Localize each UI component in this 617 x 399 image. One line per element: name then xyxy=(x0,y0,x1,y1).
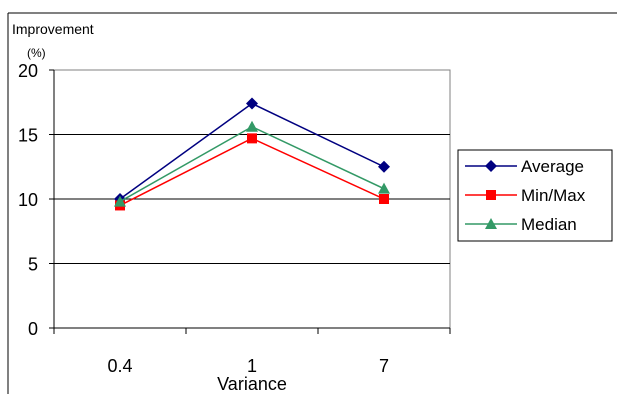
series-median xyxy=(114,120,390,207)
legend: Average Min/Max Median xyxy=(457,149,613,242)
y-axis-unit: (%) xyxy=(27,46,46,60)
legend-label: Median xyxy=(521,215,577,234)
data-point xyxy=(114,195,126,207)
data-point xyxy=(247,133,257,144)
y-axis-label: Improvement xyxy=(12,21,94,37)
legend-label: Average xyxy=(521,157,584,176)
data-point xyxy=(378,182,390,194)
y-tick-label: 15 xyxy=(18,126,38,146)
y-tick-label: 5 xyxy=(28,255,38,275)
legend-marker xyxy=(485,218,497,229)
legend-marker xyxy=(485,160,497,172)
y-tick-labels: 0 5 10 15 20 xyxy=(18,61,38,339)
legend-entry: Min/Max xyxy=(465,186,586,205)
data-point xyxy=(246,120,258,132)
x-tick-label: 1 xyxy=(247,356,257,376)
x-tick-label: 0.4 xyxy=(107,356,132,376)
x-tick-label: 7 xyxy=(379,356,389,376)
legend-entry: Median xyxy=(465,215,577,234)
legend-label: Min/Max xyxy=(521,186,586,205)
legend-entry: Average xyxy=(465,157,584,176)
data-point xyxy=(246,97,258,110)
series-layer xyxy=(114,97,390,211)
y-tick-label: 10 xyxy=(18,190,38,210)
data-point xyxy=(379,194,389,204)
x-tick-labels: 0.4 1 7 xyxy=(107,356,389,376)
y-tick-label: 20 xyxy=(18,61,38,81)
x-axis-label: Variance xyxy=(217,374,287,394)
y-tick-label: 0 xyxy=(28,319,38,339)
legend-marker xyxy=(486,190,496,200)
data-point xyxy=(378,160,390,173)
